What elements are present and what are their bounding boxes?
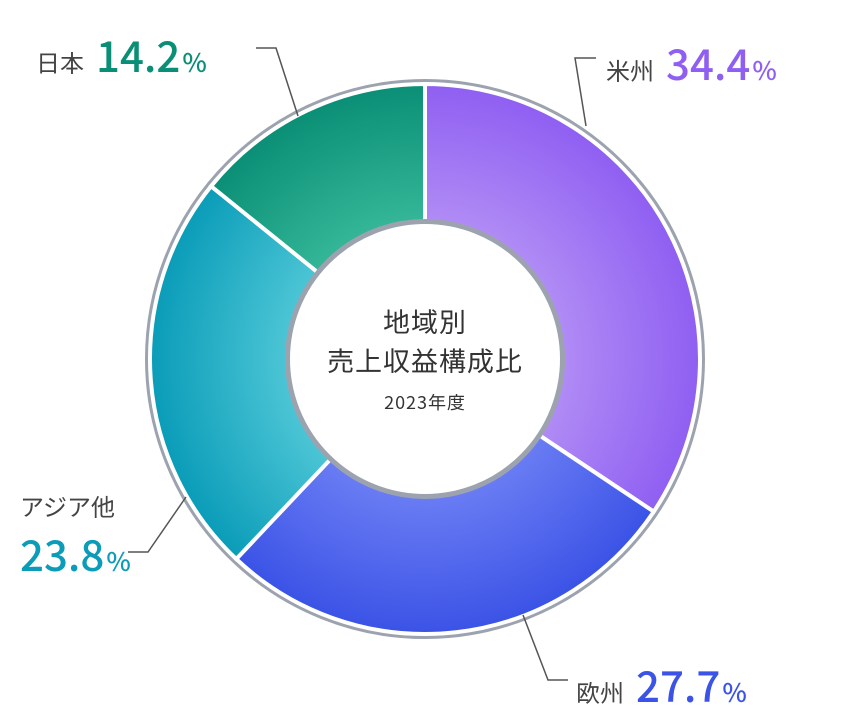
leader-アジア他 — [128, 497, 186, 552]
label-value: 14.2 — [96, 24, 180, 85]
leader-欧州 — [523, 615, 568, 680]
label-name: アジア他 — [20, 488, 115, 523]
center-subtitle: 2023年度 — [327, 389, 523, 415]
center-title-block: 地域別 売上収益構成比 2023年度 — [327, 301, 523, 415]
label-percent-sign: % — [722, 673, 746, 710]
label-欧州: 欧州 27.7% — [576, 654, 747, 715]
center-title-line2: 売上収益構成比 — [327, 340, 523, 379]
label-name: 米州 — [606, 52, 654, 87]
leader-日本 — [256, 48, 298, 116]
label-アジア他: アジア他23.8% — [20, 488, 131, 584]
label-value: 23.8 — [20, 523, 104, 584]
label-value: 34.4 — [666, 32, 750, 93]
label-日本: 日本 14.2% — [36, 24, 207, 85]
label-value: 27.7 — [636, 654, 720, 715]
label-name: 欧州 — [576, 674, 624, 709]
center-title-line1: 地域別 — [327, 301, 523, 340]
label-name: 日本 — [36, 44, 84, 79]
leader-米州 — [575, 58, 596, 126]
chart-stage: 地域別 売上収益構成比 2023年度 米州34.4%欧州27.7%アジア他23.… — [0, 0, 850, 718]
label-米州: 米州 34.4% — [606, 32, 777, 93]
label-percent-sign: % — [182, 43, 206, 80]
label-percent-sign: % — [106, 542, 130, 579]
label-percent-sign: % — [752, 51, 776, 88]
